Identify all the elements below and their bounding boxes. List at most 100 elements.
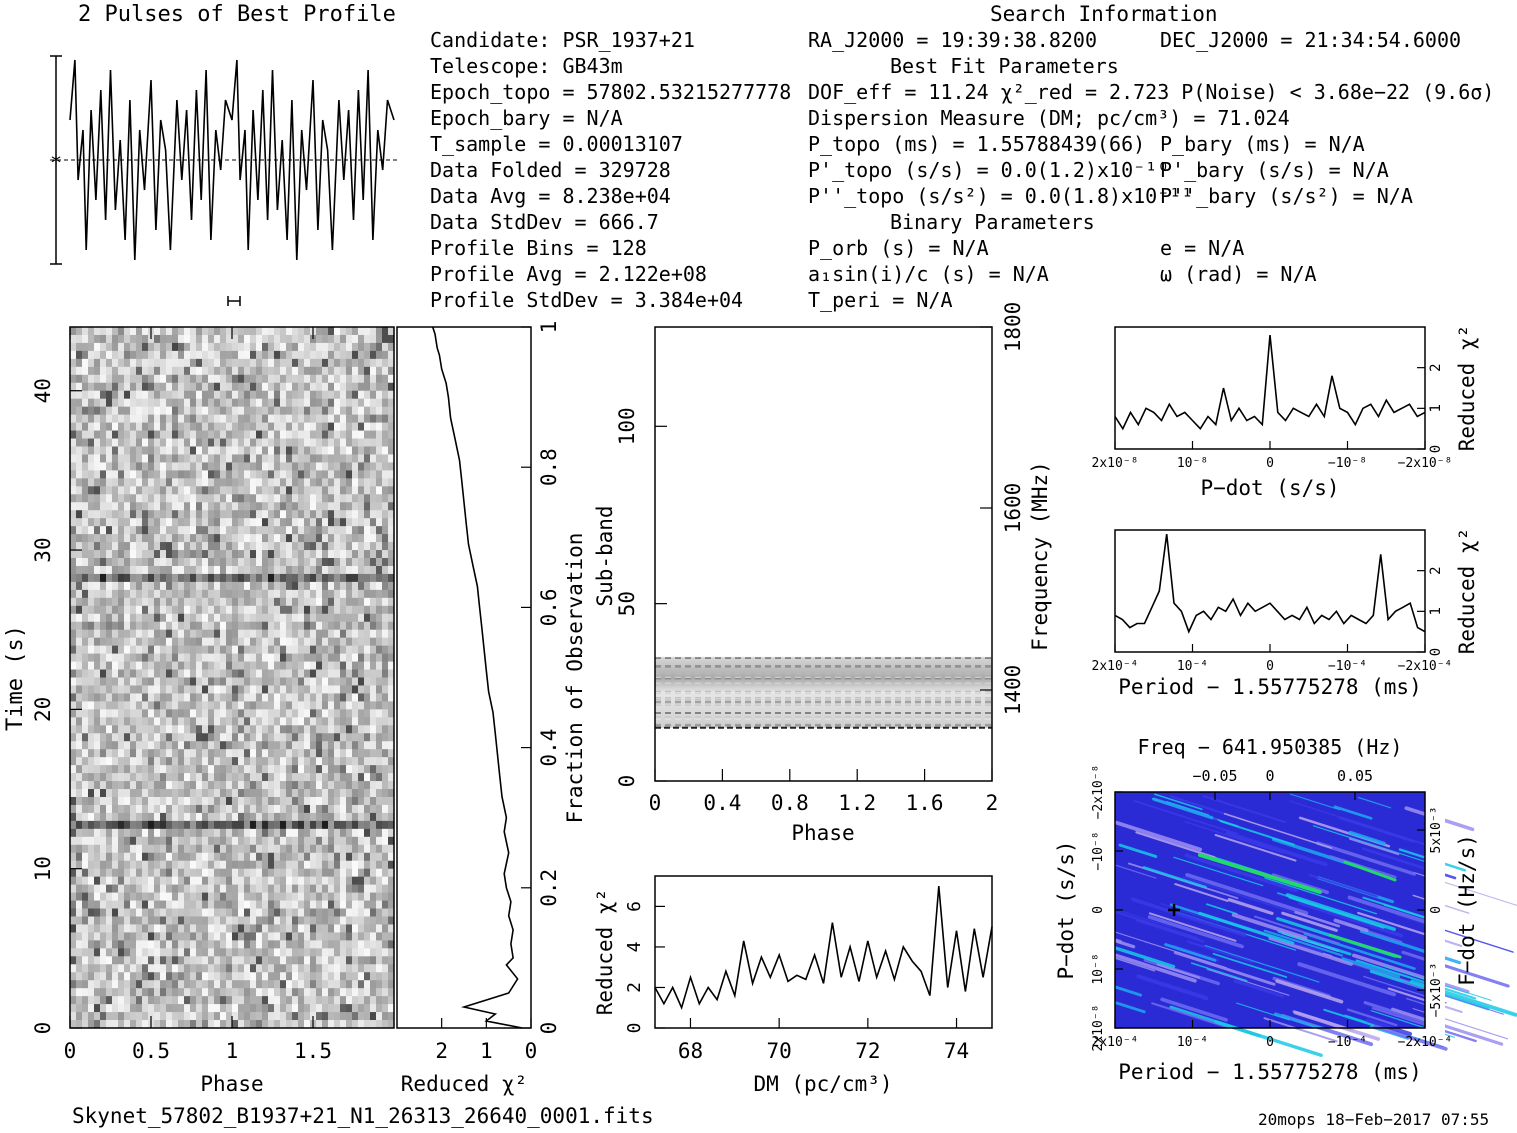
time-phase-cell <box>148 589 155 599</box>
time-phase-cell <box>274 334 281 344</box>
time-phase-cell <box>70 1020 77 1029</box>
time-phase-cell <box>88 358 95 368</box>
time-phase-cell <box>112 709 119 718</box>
time-phase-cell <box>160 406 167 416</box>
time-phase-cell <box>88 725 95 734</box>
time-phase-cell <box>226 334 233 344</box>
time-phase-cell <box>340 884 347 894</box>
time-phase-cell <box>106 430 113 440</box>
time-phase-cell <box>334 685 341 694</box>
time-phase-cell <box>190 637 197 647</box>
time-phase-cell <box>124 900 131 910</box>
time-phase-cell <box>190 796 197 806</box>
time-phase-cell <box>130 741 137 750</box>
time-phase-cell <box>196 534 203 543</box>
time-phase-cell <box>88 757 95 766</box>
time-phase-cell <box>340 852 347 862</box>
time-phase-cell <box>298 733 305 742</box>
time-phase-cell <box>364 940 371 949</box>
time-phase-cell <box>142 860 149 870</box>
time-phase-cell <box>316 733 323 742</box>
time-phase-cell <box>352 701 359 710</box>
time-phase-cell <box>214 757 221 766</box>
subband-y2label: Frequency (MHz) <box>1028 461 1052 651</box>
time-phase-cell <box>292 725 299 734</box>
time-phase-cell <box>178 478 185 487</box>
time-phase-cell <box>262 789 269 798</box>
time-phase-cell <box>184 542 191 551</box>
time-phase-cell <box>358 542 365 551</box>
time-phase-cell <box>256 565 263 575</box>
time-phase-cell <box>112 701 119 710</box>
time-phase-cell <box>118 629 125 639</box>
time-phase-cell <box>388 462 395 471</box>
time-phase-cell <box>244 924 251 933</box>
time-phase-cell <box>148 398 155 408</box>
time-phase-cell <box>226 510 233 519</box>
time-phase-cell <box>106 446 113 455</box>
time-phase-cell <box>88 741 95 750</box>
time-phase-cell <box>106 749 113 758</box>
time-phase-cell <box>304 852 311 862</box>
time-phase-cell <box>268 900 275 910</box>
time-phase-cell <box>310 757 317 766</box>
time-phase-cell <box>100 637 107 647</box>
time-phase-cell <box>82 462 89 471</box>
time-phase-cell <box>88 470 95 479</box>
time-phase-cell <box>130 406 137 416</box>
time-phase-cell <box>274 597 281 607</box>
time-phase-cell <box>304 414 311 424</box>
time-phase-cell <box>154 438 161 447</box>
time-phase-cell <box>226 773 233 782</box>
time-phase-cell <box>382 852 389 862</box>
time-phase-cell <box>388 956 395 965</box>
time-phase-cell <box>88 908 95 917</box>
time-phase-cell <box>184 398 191 408</box>
time-phase-cell <box>268 765 275 774</box>
time-phase-cell <box>136 597 143 607</box>
time-phase-cell <box>298 677 305 686</box>
time-phase-cell <box>112 494 119 503</box>
time-phase-cell <box>334 390 341 400</box>
time-phase-cell <box>256 796 263 806</box>
time-phase-cell <box>94 980 101 989</box>
time-phase-cell <box>142 597 149 607</box>
time-phase-cell <box>382 685 389 694</box>
time-phase-cell <box>94 470 101 479</box>
time-phase-cell <box>214 685 221 694</box>
time-phase-cell <box>136 390 143 400</box>
time-phase-cell <box>280 685 287 694</box>
time-phase-cell <box>250 406 257 416</box>
time-phase-cell <box>220 422 227 432</box>
time-phase-cell <box>148 836 155 846</box>
time-phase-cell <box>358 956 365 965</box>
time-phase-cell <box>196 916 203 925</box>
time-phase-cell <box>340 796 347 806</box>
time-phase-cell <box>364 924 371 933</box>
time-phase-cell <box>130 932 137 941</box>
time-phase-cell <box>238 661 245 671</box>
time-phase-cell <box>118 637 125 647</box>
time-phase-cell <box>88 526 95 535</box>
time-phase-cell <box>250 749 257 758</box>
time-phase-cell <box>82 669 89 678</box>
time-phase-cell <box>106 677 113 686</box>
time-phase-cell <box>274 693 281 702</box>
time-phase-cell <box>316 1004 323 1013</box>
info-pddot-bary: P''_bary (s/s²) = N/A <box>1160 184 1413 208</box>
time-phase-cell <box>160 733 167 742</box>
time-phase-cell <box>382 398 389 408</box>
time-phase-cell <box>136 765 143 774</box>
time-phase-cell <box>70 589 77 599</box>
time-phase-cell <box>154 414 161 424</box>
time-phase-cell <box>214 844 221 854</box>
time-phase-cell <box>100 812 107 822</box>
time-phase-cell <box>226 565 233 575</box>
time-phase-cell <box>382 924 389 933</box>
time-phase-cell <box>346 749 353 758</box>
time-phase-cell <box>292 948 299 957</box>
time-phase-cell <box>262 900 269 910</box>
time-phase-cell <box>280 916 287 925</box>
time-phase-cell <box>322 661 329 671</box>
time-phase-cell <box>214 765 221 774</box>
